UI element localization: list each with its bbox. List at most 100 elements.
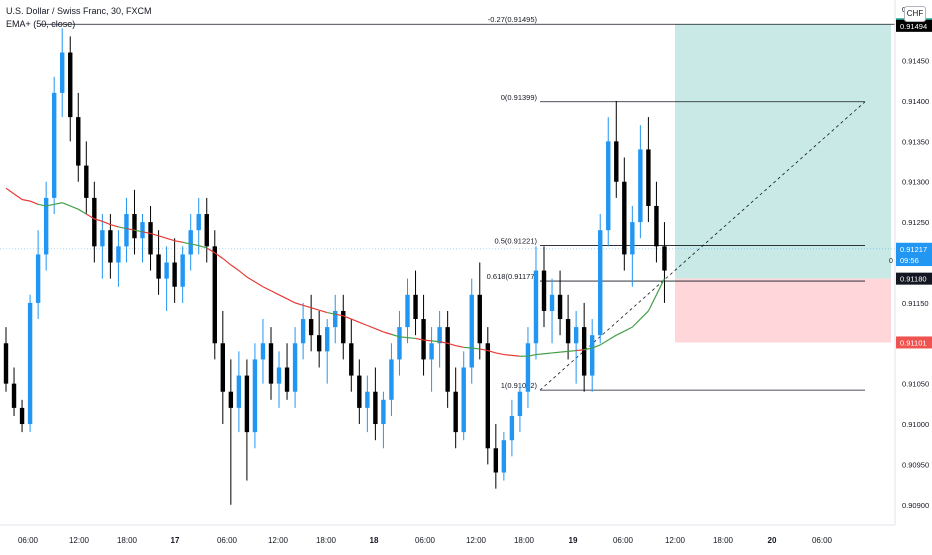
candle-body[interactable] bbox=[573, 327, 579, 344]
candle-body[interactable] bbox=[68, 52, 73, 118]
candle-body[interactable] bbox=[164, 262, 169, 279]
candle-body[interactable] bbox=[19, 407, 25, 425]
candle-body[interactable] bbox=[646, 149, 651, 206]
price-badge-text: 0.91101 bbox=[900, 338, 927, 347]
candle-body[interactable] bbox=[84, 165, 89, 198]
price-badge[interactable] bbox=[896, 242, 932, 255]
candle-body[interactable] bbox=[172, 262, 177, 287]
candle-body[interactable] bbox=[236, 375, 242, 408]
candle-body[interactable] bbox=[228, 391, 234, 408]
candle-body[interactable] bbox=[276, 367, 282, 384]
candle-body[interactable] bbox=[43, 197, 49, 255]
candle-body[interactable] bbox=[501, 440, 507, 473]
currency-badge[interactable]: CHF bbox=[904, 6, 926, 22]
price-badge[interactable] bbox=[896, 19, 932, 32]
candle-body[interactable] bbox=[60, 52, 65, 93]
candle-body[interactable] bbox=[622, 181, 627, 255]
candle-body[interactable] bbox=[485, 343, 490, 449]
candle-body[interactable] bbox=[445, 327, 450, 392]
candle-body[interactable] bbox=[244, 375, 250, 433]
candle-body[interactable] bbox=[140, 222, 145, 239]
candle-body[interactable] bbox=[517, 391, 523, 416]
price-badge[interactable] bbox=[896, 272, 932, 285]
candle-body[interactable] bbox=[630, 222, 635, 255]
candle-body[interactable] bbox=[589, 335, 595, 376]
candle-body[interactable] bbox=[557, 294, 563, 320]
candle-body[interactable] bbox=[124, 214, 129, 247]
candle-body[interactable] bbox=[100, 230, 105, 247]
candle-body[interactable] bbox=[300, 319, 306, 344]
candle-body[interactable] bbox=[389, 359, 394, 400]
candle-body[interactable] bbox=[461, 367, 466, 433]
candle-body[interactable] bbox=[132, 214, 137, 239]
candle-body[interactable] bbox=[638, 149, 643, 223]
candle-body[interactable] bbox=[437, 327, 442, 344]
candle-body[interactable] bbox=[204, 214, 209, 247]
candle-body[interactable] bbox=[3, 343, 9, 384]
symbol-title[interactable]: U.S. Dollar / Swiss Franc, 30, FXCM bbox=[6, 6, 152, 16]
price-tick-label: 0.90900 bbox=[902, 501, 929, 510]
candle-body[interactable] bbox=[453, 391, 458, 433]
candle-body[interactable] bbox=[413, 294, 418, 320]
candle-body[interactable] bbox=[654, 205, 659, 247]
candle-body[interactable] bbox=[581, 327, 587, 376]
candle-body[interactable] bbox=[357, 375, 362, 408]
indicator-label[interactable]: EMA+ (50, close) bbox=[6, 19, 76, 29]
candle-body[interactable] bbox=[180, 254, 185, 287]
candle-body[interactable] bbox=[525, 343, 531, 392]
target-zone[interactable] bbox=[675, 24, 891, 279]
candle-body[interactable] bbox=[349, 343, 354, 376]
candle-body[interactable] bbox=[493, 448, 499, 473]
candle-body[interactable] bbox=[365, 391, 370, 408]
candle-body[interactable] bbox=[220, 343, 226, 392]
ema-segment bbox=[318, 309, 328, 314]
candle-body[interactable] bbox=[116, 246, 121, 263]
candle-body[interactable] bbox=[549, 294, 555, 311]
candle-body[interactable] bbox=[598, 230, 603, 336]
candle-body[interactable] bbox=[308, 319, 314, 336]
candle-body[interactable] bbox=[533, 270, 539, 344]
candle-body[interactable] bbox=[76, 117, 81, 166]
candle-body[interactable] bbox=[260, 343, 266, 360]
candle-body[interactable] bbox=[565, 319, 571, 344]
time-tick-label: 06:00 bbox=[613, 536, 634, 545]
candle-body[interactable] bbox=[108, 230, 113, 263]
candle-body[interactable] bbox=[662, 246, 667, 271]
candle-body[interactable] bbox=[606, 141, 611, 231]
candle-body[interactable] bbox=[477, 294, 482, 344]
candle-body[interactable] bbox=[405, 294, 410, 328]
price-badge[interactable] bbox=[896, 254, 932, 267]
candle-body[interactable] bbox=[156, 254, 161, 279]
candle-body[interactable] bbox=[397, 327, 402, 360]
candle-body[interactable] bbox=[541, 270, 547, 311]
candle-body[interactable] bbox=[11, 383, 17, 408]
candle-body[interactable] bbox=[325, 327, 330, 352]
candle-body[interactable] bbox=[509, 415, 515, 441]
candle-body[interactable] bbox=[148, 222, 153, 255]
candle-body[interactable] bbox=[196, 214, 201, 231]
candle-body[interactable] bbox=[469, 294, 474, 368]
candle-body[interactable] bbox=[35, 254, 41, 303]
candle-body[interactable] bbox=[292, 343, 298, 392]
candle-body[interactable] bbox=[341, 310, 346, 344]
candle-body[interactable] bbox=[51, 92, 57, 198]
candle-body[interactable] bbox=[92, 197, 97, 247]
candle-body[interactable] bbox=[188, 230, 193, 255]
candle-body[interactable] bbox=[373, 391, 378, 425]
candle-body[interactable] bbox=[212, 246, 217, 344]
ema-segment bbox=[278, 294, 288, 300]
stop-zone[interactable] bbox=[675, 278, 891, 343]
candle-body[interactable] bbox=[614, 141, 619, 182]
candle-body[interactable] bbox=[333, 310, 338, 328]
candle-body[interactable] bbox=[252, 359, 258, 433]
candle-body[interactable] bbox=[381, 399, 386, 425]
candle-body[interactable] bbox=[316, 335, 322, 352]
candle-body[interactable] bbox=[268, 343, 274, 384]
candle-body[interactable] bbox=[27, 302, 33, 425]
candle-body[interactable] bbox=[429, 343, 434, 360]
candle-body[interactable] bbox=[284, 367, 290, 392]
price-badge[interactable] bbox=[896, 336, 932, 349]
candle-body[interactable] bbox=[421, 319, 426, 360]
